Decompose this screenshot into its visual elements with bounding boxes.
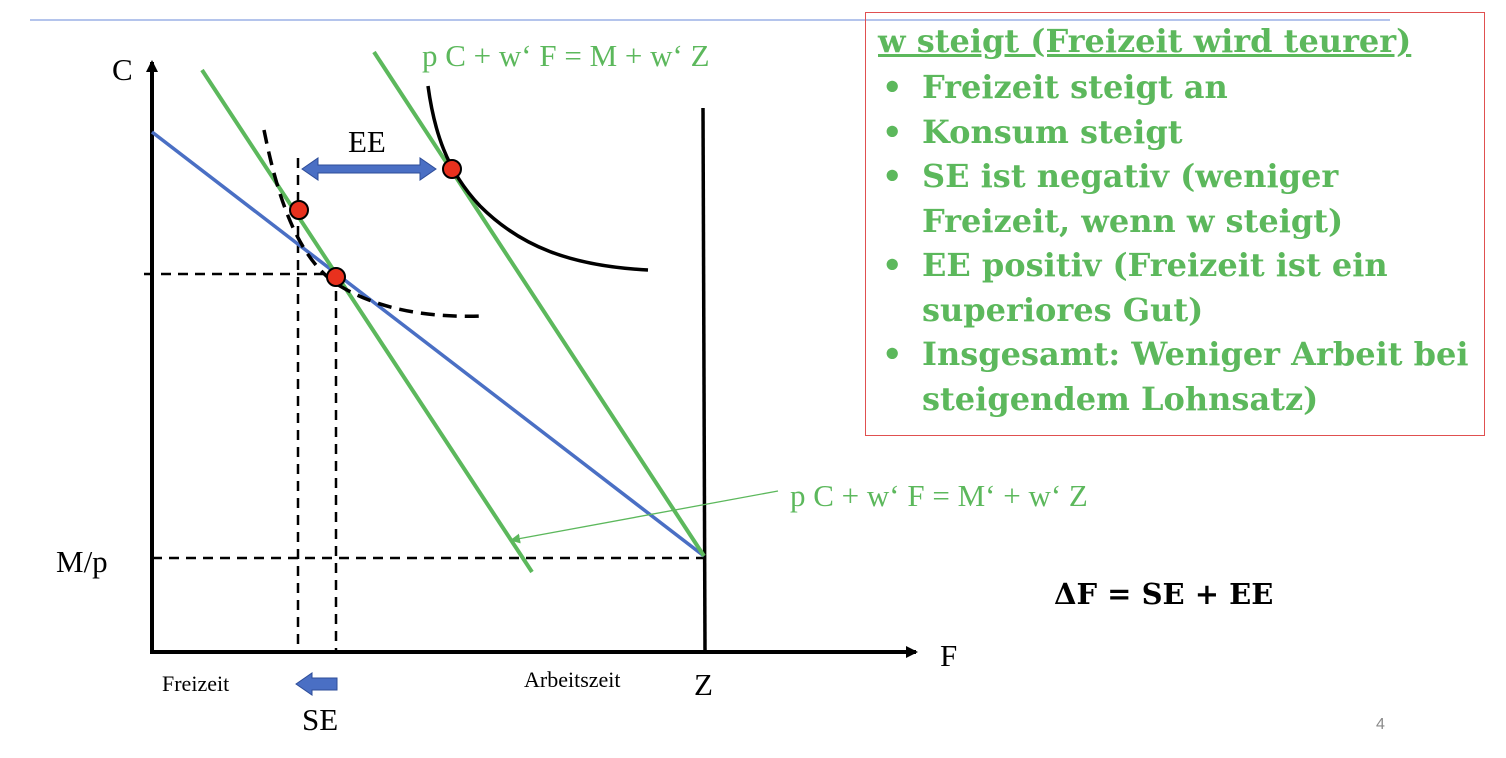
equilibrium-point-final xyxy=(442,159,462,179)
decomposition-equation: ΔF = SE + EE xyxy=(1054,577,1273,611)
ee-label: EE xyxy=(348,124,386,159)
mp-label: M/p xyxy=(56,544,108,579)
list-item: • EE positiv (Freizeit ist ein superiores… xyxy=(878,243,1474,332)
list-item-text: Freizeit steigt an xyxy=(922,68,1228,106)
freizeit-label: Freizeit xyxy=(162,671,229,696)
se-label: SE xyxy=(302,702,338,737)
bullet-icon: • xyxy=(882,112,903,151)
info-box-list: • Freizeit steigt an • Konsum steigt • SE i… xyxy=(878,65,1474,421)
list-item: • SE ist negativ (weniger Freizeit, wenn … xyxy=(878,154,1474,243)
z-label: Z xyxy=(694,667,713,702)
equilibrium-point-substitution xyxy=(289,200,309,220)
page-number: 4 xyxy=(1376,716,1385,733)
budget-line-original xyxy=(150,130,706,558)
ee-double-arrow xyxy=(301,157,437,181)
budget-new-label: p C + w‘ F = M + w‘ Z xyxy=(422,38,710,73)
list-item-text: EE positiv (Freizeit ist ein superiores … xyxy=(922,246,1388,329)
list-item-text: SE ist negativ (weniger Freizeit, wenn w… xyxy=(922,157,1344,240)
budget-comp-label: p C + w‘ F = M‘ + w‘ Z xyxy=(790,478,1088,513)
bullet-icon: • xyxy=(882,246,903,284)
list-item-text: Konsum steigt xyxy=(922,112,1183,151)
info-box-title: w steigt (Freizeit wird teurer) xyxy=(878,22,1412,60)
list-item: • Insgesamt: Weniger Arbeit bei steigende… xyxy=(878,332,1474,421)
budget-comp-pointer xyxy=(510,490,779,544)
budget-line-new xyxy=(372,50,706,558)
budget-line-compensated xyxy=(200,68,534,574)
axis-c-label: C xyxy=(112,52,133,87)
list-item-text: Insgesamt: Weniger Arbeit bei steigendem… xyxy=(922,335,1469,418)
list-item: • Konsum steigt xyxy=(878,110,1474,155)
bullet-icon: • xyxy=(882,68,903,106)
se-arrow xyxy=(295,672,338,696)
equilibrium-point-initial xyxy=(326,267,346,287)
bullet-icon: • xyxy=(882,157,903,195)
list-item: • Freizeit steigt an xyxy=(878,65,1474,110)
bullet-icon: • xyxy=(882,335,903,373)
axis-f-label: F xyxy=(940,638,957,673)
info-box: w steigt (Freizeit wird teurer) • Freizei… xyxy=(865,12,1485,436)
arbeitszeit-label: Arbeitszeit xyxy=(524,667,621,692)
indifference-curve-solid xyxy=(426,85,649,272)
z-line xyxy=(701,107,707,653)
